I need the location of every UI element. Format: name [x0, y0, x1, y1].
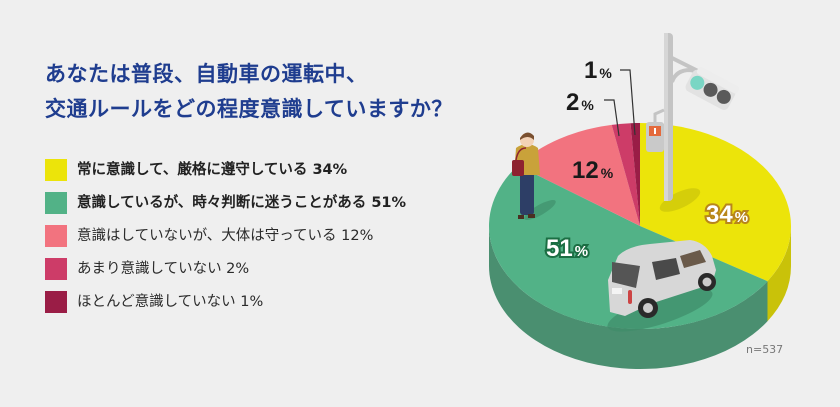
- data-label-12pct: 12%: [572, 157, 614, 184]
- data-label-51pct: 51%: [546, 235, 588, 262]
- legend-item-always-strict: 常に意識して、厳格に遵守している 34%: [45, 159, 406, 192]
- data-label-2pct: 2%: [566, 89, 594, 116]
- legend-item-rarely-conscious: あまり意識していない 2%: [45, 258, 406, 291]
- callout-line-1pct: [620, 69, 636, 136]
- legend-label: 意識はしていないが、大体は守っている 12%: [77, 228, 374, 244]
- legend-swatch: [45, 192, 67, 214]
- data-labels: 1% 2% 12% 34% 51%: [544, 57, 750, 264]
- legend-label: 常に意識して、厳格に遵守している 34%: [77, 162, 348, 178]
- legend-item-sometimes-unsure: 意識しているが、時々判断に迷うことがある 51%: [45, 192, 406, 225]
- legend-swatch: [45, 159, 67, 181]
- chart-title-line-1: あなたは普段、自動車の運転中、: [45, 62, 368, 86]
- data-label-1pct: 1%: [584, 57, 612, 84]
- pie-side-segment: [767, 226, 791, 322]
- sample-size-note: n=537: [746, 343, 784, 356]
- chart-title-line-2: 交通ルールをどの程度意識していますか？: [45, 97, 453, 121]
- pie-side: [489, 226, 791, 369]
- pie-slice-1pct: [630, 123, 640, 226]
- legend-item-hardly-conscious: ほとんど意識していない 1%: [45, 291, 406, 324]
- legend-item-not-conscious-but-follow: 意識はしていないが、大体は守っている 12%: [45, 225, 406, 258]
- legend-label: あまり意識していない 2%: [77, 261, 250, 277]
- callout-line-2pct: [604, 99, 620, 137]
- legend-swatch: [45, 291, 67, 313]
- legend-label: 意識しているが、時々判断に迷うことがある 51%: [77, 195, 407, 211]
- data-label-34pct: 34%: [706, 201, 748, 228]
- legend-swatch: [45, 258, 67, 280]
- car-illustration: [607, 240, 716, 332]
- pie-side-segment: [489, 226, 768, 369]
- chart-title: あなたは普段、自動車の運転中、 交通ルールをどの程度意識していますか？: [45, 57, 453, 127]
- pedestrian-illustration: [512, 132, 556, 220]
- legend-swatch: [45, 225, 67, 247]
- traffic-light-illustration: [646, 33, 740, 212]
- pie-slice-2pct: [611, 123, 640, 226]
- legend-label: ほとんど意識していない 1%: [77, 294, 264, 310]
- pie-slice-12pct: [517, 124, 640, 226]
- legend: 常に意識して、厳格に遵守している 34% 意識しているが、時々判断に迷うことがあ…: [45, 159, 406, 324]
